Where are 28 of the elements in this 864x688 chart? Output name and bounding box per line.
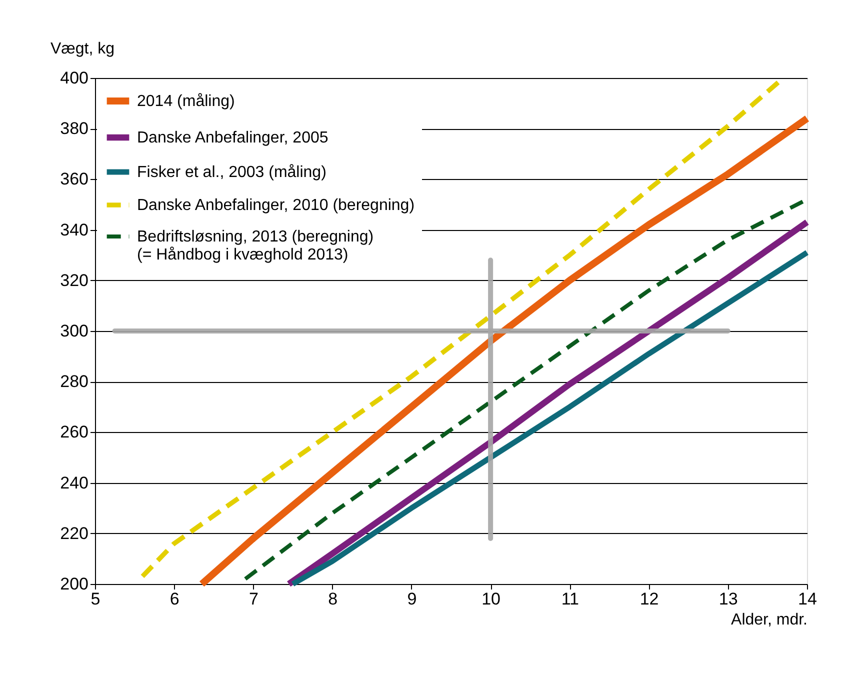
legend-label: Danske Anbefalinger, 2010 (beregning)	[137, 197, 415, 214]
y-tick-label: 240	[60, 473, 88, 492]
x-tick-label: 12	[640, 590, 659, 608]
legend-label: Danske Anbefalinger, 2005	[137, 130, 328, 146]
x-tick-label: 9	[407, 590, 417, 608]
x-tick-label: 6	[170, 590, 180, 608]
y-tick-label: 200	[60, 574, 88, 594]
legend-label: Fisker et al., 2003 (måling)	[137, 164, 326, 181]
x-tick-label: 8	[328, 590, 338, 608]
y-tick-label: 320	[60, 270, 88, 290]
y-tick-label: 280	[60, 372, 88, 392]
x-tick-label: 13	[718, 590, 738, 608]
x-tick-label: 11	[561, 590, 579, 608]
x-tick-label: 5	[90, 590, 100, 608]
x-tick-label: 10	[482, 590, 501, 608]
y-tick-label: 360	[60, 170, 88, 189]
y-axis-title: Vægt, kg	[50, 40, 115, 58]
y-tick-label: 380	[60, 119, 88, 138]
x-tick-label: 7	[248, 590, 258, 608]
y-tick-label: 220	[60, 524, 88, 543]
legend-label: 2014 (måling)	[137, 93, 235, 110]
y-tick-label: 260	[60, 422, 88, 442]
x-axis-title: Alder, mdr.	[731, 612, 808, 628]
y-tick-label: 300	[60, 322, 88, 340]
x-tick-label: 14	[798, 590, 817, 608]
legend-label: Bedriftsløsning, 2013 (beregning) (= Håndbog i kvæghold 2013)	[137, 228, 374, 264]
y-tick-label: 340	[60, 220, 88, 240]
y-tick-label: 400	[60, 68, 88, 88]
